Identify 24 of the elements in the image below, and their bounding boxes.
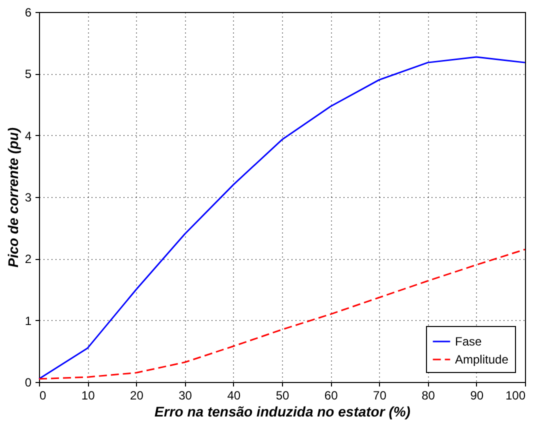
x-tick-label: 90 [470, 388, 484, 402]
x-tick-label: 80 [422, 388, 436, 402]
x-tick-label: 70 [373, 388, 387, 402]
legend-label: Fase [455, 334, 482, 348]
x-tick-label: 50 [276, 388, 290, 402]
x-tick-label: 30 [178, 388, 192, 402]
y-tick-label: 4 [24, 128, 32, 143]
x-tick-label: 0 [40, 388, 46, 402]
y-tick-label: 5 [24, 67, 32, 82]
y-axis-title: Pico de corrente (pu) [4, 127, 21, 268]
x-tick-label: 60 [324, 388, 338, 402]
x-axis-title: Erro na tensão induzida no estator (%) [154, 404, 411, 420]
y-tick-label: 6 [24, 6, 32, 20]
y-tick-label: 1 [24, 314, 32, 328]
x-tick-label: 10 [81, 388, 96, 402]
x-tick-label: 20 [130, 388, 144, 402]
line-series [38, 56, 526, 380]
x-tick-label: 40 [227, 388, 241, 402]
legend-label: Amplitude [455, 352, 509, 366]
y-tick-label: 2 [24, 252, 32, 266]
line-series [38, 248, 526, 380]
y-tick-label: 3 [24, 190, 32, 204]
x-tick-label: 100 [505, 388, 526, 402]
y-tick-label: 0 [24, 376, 32, 390]
